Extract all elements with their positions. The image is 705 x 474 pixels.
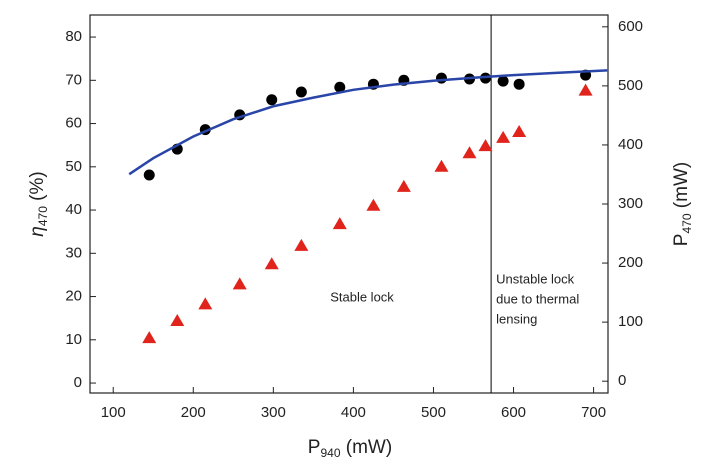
annotation: due to thermal (496, 291, 579, 306)
dot (497, 75, 509, 87)
y-axis-label-main: η (27, 226, 48, 237)
triangle (496, 130, 511, 143)
y2-tick-label: 400 (618, 136, 643, 153)
y2-axis-label-unit: (mW) (671, 162, 692, 214)
triangle (434, 159, 449, 172)
annotation: Unstable lock (496, 271, 575, 286)
plot-frame (89, 14, 609, 394)
triangle (478, 139, 493, 152)
triangle (578, 83, 593, 96)
y-tick-label: 20 (65, 288, 82, 305)
y-axis-label-sub: 470 (36, 206, 50, 226)
y-tick-label: 30 (65, 244, 82, 261)
x-tick-label: 100 (101, 404, 126, 421)
y2-tick-label: 600 (618, 18, 643, 35)
triangle (232, 277, 247, 290)
annotation: lensing (496, 311, 537, 326)
y-axis-label-unit: (%) (27, 171, 48, 206)
y2-tick-label: 200 (618, 254, 643, 271)
dot (143, 169, 155, 181)
triangle (366, 198, 381, 211)
x-tick-label: 500 (421, 404, 446, 421)
dot (266, 94, 278, 106)
y-tick-label: 60 (65, 115, 82, 132)
x-axis-label-main: P (308, 437, 321, 458)
x-tick-label: 200 (181, 404, 206, 421)
triangle (294, 238, 309, 251)
dot (513, 78, 525, 90)
y2-tick-label: 100 (618, 313, 643, 330)
dot (295, 86, 307, 98)
fit-line (128, 69, 608, 176)
triangle (512, 124, 527, 137)
y-tick-label: 0 (74, 374, 82, 391)
y-tick-label: 80 (65, 28, 82, 45)
dot (435, 72, 447, 84)
y2-tick-label: 500 (618, 77, 643, 94)
x-tick-label: 700 (581, 404, 606, 421)
y2-tick-label: 300 (618, 195, 643, 212)
annotation: Stable lock (330, 289, 394, 304)
triangle (396, 179, 411, 192)
triangle (198, 297, 213, 310)
triangle (142, 331, 157, 344)
y2-axis-label-main: P (671, 234, 692, 247)
triangle (170, 313, 185, 326)
y-tick-label: 70 (65, 71, 82, 88)
triangle (264, 257, 279, 270)
y2-axis-label: P470 (mW) (671, 162, 694, 246)
x-tick-label: 300 (261, 404, 286, 421)
x-axis-label: P940 (mW) (308, 437, 392, 460)
triangle (462, 146, 477, 159)
x-tick-label: 600 (501, 404, 526, 421)
y-tick-label: 50 (65, 158, 82, 175)
y-tick-label: 10 (65, 331, 82, 348)
triangle (332, 217, 347, 230)
y2-axis-label-sub: 470 (680, 213, 694, 233)
y-axis-label: η470 (%) (27, 171, 50, 236)
y2-tick-label: 0 (618, 372, 626, 389)
x-axis-label-unit: (mW) (341, 437, 393, 458)
dot (334, 81, 346, 93)
x-tick-label: 400 (341, 404, 366, 421)
x-axis-label-sub: 940 (320, 446, 340, 460)
y-tick-label: 40 (65, 201, 82, 218)
